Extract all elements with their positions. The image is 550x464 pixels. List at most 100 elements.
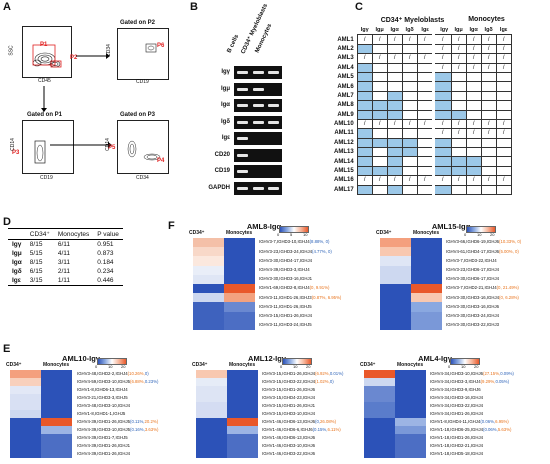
heatmap-cell (41, 394, 72, 403)
row-label: IGHV3-7,IGHD3-10,IGHJ4 (8.88%, 0) (259, 238, 341, 247)
flow-plot-ssc-cd45 (22, 26, 72, 78)
row-label: IGHV3-7,IGHD2-21,IGHJ4 (0, 21.49%) (446, 284, 521, 293)
heatmap-cell (380, 274, 411, 285)
sample-label: AML12 (334, 139, 354, 146)
flow-plot-cd14-cd34 (117, 120, 169, 174)
isotype-cell: / (495, 53, 512, 64)
axis-label-cd19-bottom: CD19 (40, 175, 53, 181)
gel-row-label: Igα (220, 102, 230, 108)
row-label: IGHV4-39,IGHD1-26,IGHJ5 (0.11%, 20.2%) (77, 418, 158, 426)
isotype-cell (450, 71, 467, 83)
row-label: IGHV3-30,IGHD3-16,IGHJ1 (259, 275, 341, 284)
heatmap-cell (10, 426, 41, 435)
gene-name: IGHV1-46,IGHD6-6,IGHJ6 (262, 426, 313, 432)
isotype-cell (450, 165, 467, 177)
heatmap-cell (224, 302, 255, 312)
isotype-cell: / (495, 34, 512, 45)
isotype-cell: / (431, 43, 452, 55)
gene-name: IGHV4-34,IGHD3-10,IGHJ6 (430, 370, 484, 376)
row-label: IGHV1-18,IGHD6-25,IGHJ4 (0.06%, 5.63%) (430, 426, 514, 434)
isotype-cell (480, 165, 497, 177)
heatmap-title: AML4-Igγ (418, 354, 452, 363)
gate-label-p3: P3 (12, 150, 20, 156)
gene-name: IGHV3-48,IGHD3-10,IGHJ4 (77, 402, 131, 408)
gene-name: IGHV3-23,IGHD6-17,IGHJ4 (446, 267, 500, 272)
heatmap-cell (380, 302, 411, 312)
heatmap-cell (10, 378, 41, 387)
isotype-cell (416, 184, 434, 196)
heatmap-cell (224, 293, 255, 303)
isotype-cell (495, 184, 512, 196)
heatmap-cell (193, 311, 224, 322)
heatmap-cell (411, 247, 442, 257)
isotype-cell (401, 147, 418, 158)
color-scale-tick: 20 (474, 364, 479, 369)
isotype-cell (386, 43, 403, 55)
axis-label-cd34-bottom: CD34 (136, 175, 149, 181)
isotype-cell (386, 100, 403, 111)
gene-name: IGHV1-46,IGHD3-10,IGHJ6 (262, 442, 316, 448)
isotype-cell (356, 184, 373, 196)
arrow-icon (76, 53, 110, 59)
isotype-cell: / (495, 43, 512, 55)
column-label-cd34: CD34⁺ (360, 362, 376, 368)
isotype-cell (401, 128, 418, 139)
isotype-cell: / (401, 118, 418, 130)
heatmap-cell (41, 410, 72, 419)
heatmap-cell (380, 256, 411, 266)
isotype-cell (371, 147, 388, 158)
isotype-cell (431, 156, 452, 167)
heatmap-cell (196, 410, 227, 419)
color-scale-bar (450, 358, 480, 365)
heatmap-cell (364, 442, 395, 451)
isotype-cell (416, 165, 434, 177)
heatmap-title: AML8-Igα (246, 222, 282, 231)
isotype-header: Igα (390, 27, 399, 34)
isotype-cell (356, 62, 373, 73)
isotype-cell (416, 62, 434, 73)
gene-name: IGHV4-34,IGHD3-16,IGHJ4 (430, 394, 484, 400)
sample-label: AML11 (334, 130, 354, 137)
isotype-cell: / (450, 43, 467, 55)
isotype-cell (495, 90, 512, 102)
heatmap-cell (395, 410, 426, 419)
sample-label: AML4 (337, 64, 354, 71)
table-cell: 2/11 (57, 268, 71, 275)
gel-band (237, 137, 248, 140)
isotype-cell (450, 147, 467, 158)
comparison-table: CD34⁺ Monocytes P value Igγ 8/15 6/11 0.951 Igμ… (8, 228, 123, 286)
heatmap-cell (411, 311, 442, 322)
heatmap-cell (411, 274, 442, 285)
isotype-cell (431, 147, 452, 158)
isotype-cell (401, 71, 418, 83)
column-label-monocytes: Monocytes (226, 230, 253, 236)
isotype-cell (495, 81, 512, 92)
gene-name: IGHV3-11,IGHD3-24,IGHJ5 (259, 322, 312, 328)
percent-value: 0) (144, 370, 149, 376)
gene-name: IGHV3-30,IGHD4-17,IGHJ4 (259, 257, 313, 263)
isotype-cell (371, 81, 388, 92)
heatmap-cell (380, 265, 411, 276)
heatmap-cell (41, 450, 72, 459)
gel-row-label: Igμ (220, 85, 230, 92)
heatmap-cell (395, 378, 426, 387)
isotype-cell (371, 137, 388, 149)
isotype-cell (431, 90, 452, 102)
gate-label-p1: P1 (40, 42, 48, 48)
isotype-cell (495, 165, 512, 177)
isotype-cell (480, 109, 497, 120)
isotype-cell (480, 156, 497, 167)
isotype-cell (371, 100, 388, 111)
isotype-cell: / (480, 118, 497, 130)
percent-value: 6.95%) (495, 418, 509, 424)
row-label: IGHV3-15,IGHD1-26,IGHJ6 (262, 386, 343, 394)
table-cell: Igα (12, 259, 22, 266)
isotype-cell (386, 90, 403, 102)
heatmap-cell (10, 418, 41, 427)
isotype-cell: / (450, 34, 467, 45)
isotype-cell: / (431, 62, 452, 73)
row-label: IGHV3-30,IGHD3-22,IGHJ3 (446, 321, 521, 330)
gel-band (252, 87, 264, 91)
gel-band (237, 87, 248, 91)
row-label: IGHV1-18,IGHD5-18,IGHJ4 (430, 450, 514, 458)
